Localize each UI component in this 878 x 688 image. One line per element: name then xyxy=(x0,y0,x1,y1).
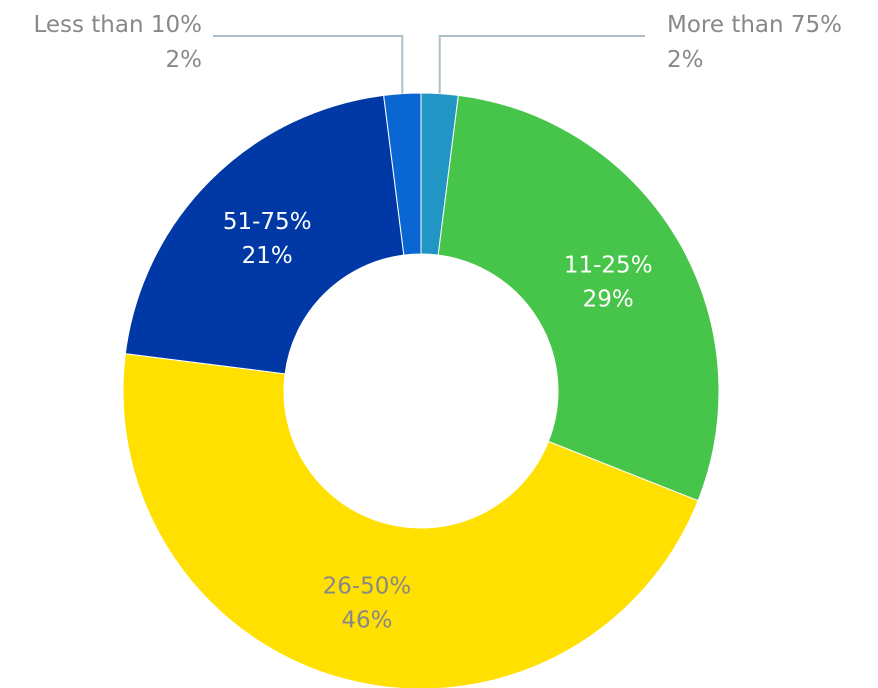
slice-label-less-than-10: Less than 10% 2% xyxy=(33,12,202,73)
slice-value-label: 2% xyxy=(166,47,203,73)
slice-value-label: 21% xyxy=(242,243,293,269)
leader-line-more-than-75 xyxy=(438,35,645,94)
slice-label-11-25: 11-25% 29% xyxy=(564,252,653,312)
slice-labels: More than 75% 2% 11-25% 29% 26-50% 46% 51-75% 2… xyxy=(33,12,842,634)
slice-label-more-than-75: More than 75% 2% xyxy=(667,12,842,73)
slice-label-51-75: 51-75% 21% xyxy=(223,209,312,269)
slice-category-label: 11-25% xyxy=(564,252,653,278)
slice-11-25 xyxy=(437,94,720,502)
slice-label-26-50: 26-50% 46% xyxy=(323,574,412,634)
slice-less-than-10 xyxy=(383,92,422,256)
leader-lines xyxy=(213,35,645,94)
slice-value-label: 2% xyxy=(667,47,704,73)
slice-category-label: 51-75% xyxy=(223,209,312,235)
slice-category-label: Less than 10% xyxy=(33,12,202,38)
slice-26-50 xyxy=(122,353,699,688)
donut-slices xyxy=(122,92,720,688)
slice-category-label: More than 75% xyxy=(667,12,842,38)
slice-category-label: 26-50% xyxy=(323,574,412,600)
slice-value-label: 46% xyxy=(341,608,392,634)
slice-value-label: 29% xyxy=(583,286,634,312)
leader-line-less-than-10 xyxy=(213,35,404,94)
slice-51-75 xyxy=(124,94,405,375)
